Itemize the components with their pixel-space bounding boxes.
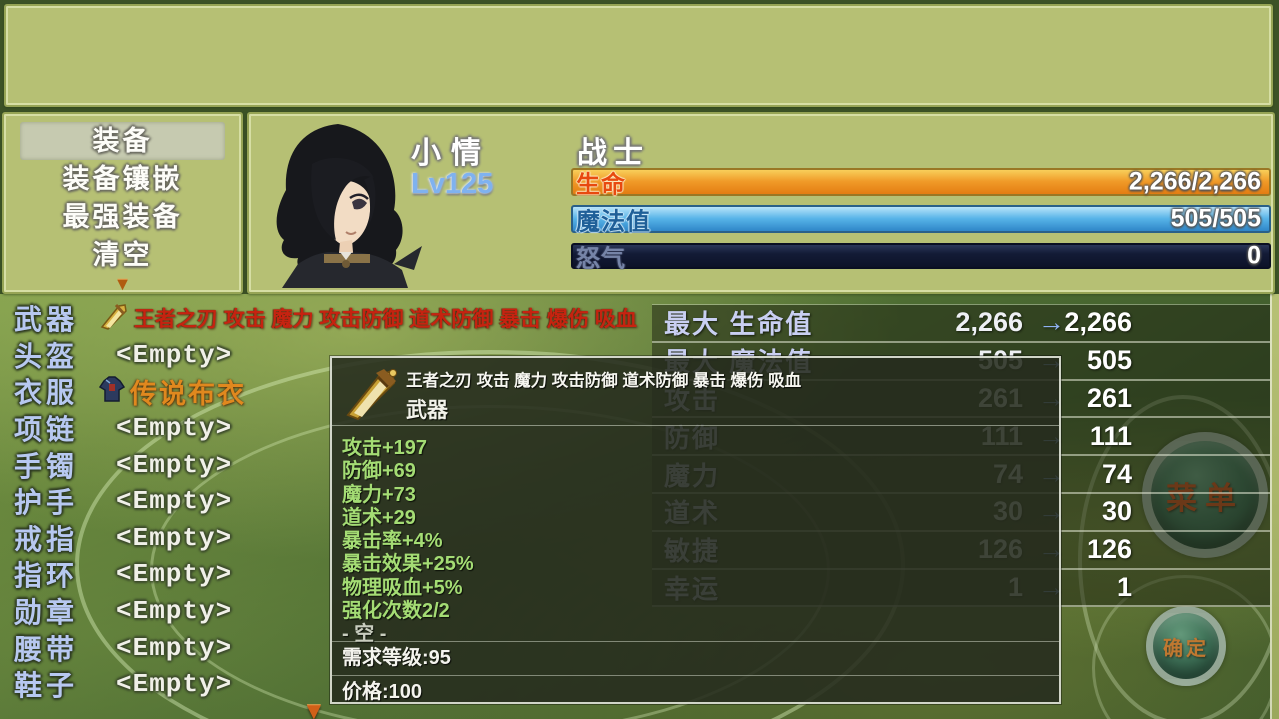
tooltip-price: 价格:100: [332, 674, 1059, 709]
slot-label: 指环: [14, 560, 79, 592]
slot-value: <Empty>: [116, 449, 233, 480]
confirm-button-label: 确定: [1163, 637, 1209, 660]
slot-label: 项链: [14, 414, 79, 446]
slot-label: 戒指: [14, 523, 79, 555]
character-panel: 小情 Lv125 战士 生命 2,266/2,266 魔法值 505/505 怒…: [247, 112, 1275, 294]
stat-after: 2,266: [1064, 307, 1132, 338]
slot-label: 衣服: [14, 377, 79, 409]
tooltip-item-title: 王者之刃 攻击 魔力 攻击防御 道术防御 暴击 爆伤 吸血: [406, 372, 802, 390]
slot-row-gauntlet[interactable]: 护手 <Empty>: [0, 483, 652, 520]
slot-row-bracelet[interactable]: 手镯 <Empty>: [0, 446, 652, 483]
slot-label: 勋章: [14, 597, 79, 629]
slot-value: 王者之刃 攻击 魔力 攻击防御 道术防御 暴击 爆伤 吸血: [134, 308, 637, 332]
slot-value: <Empty>: [116, 632, 233, 663]
slot-label: 头盔: [14, 340, 79, 372]
slot-row-necklace[interactable]: 项链 <Empty>: [0, 410, 652, 447]
stat-after: 30: [1101, 496, 1132, 527]
stat-after: 1: [1116, 571, 1132, 602]
dagger-icon-large: [342, 363, 402, 428]
dagger-icon: [98, 301, 130, 336]
tooltip-stat-line: 物理吸血+5%: [342, 576, 463, 599]
menu-scroll-down-icon[interactable]: ▼: [113, 274, 132, 294]
tooltip-requirement: 需求等级:95: [332, 640, 1059, 675]
slot-row-ring1[interactable]: 戒指 <Empty>: [0, 520, 652, 557]
slot-value: 传说布衣: [130, 378, 246, 409]
rage-bar-value: 0: [1247, 241, 1261, 270]
menu-item-inlay[interactable]: 装备镶嵌: [62, 164, 183, 194]
slot-label: 鞋子: [14, 670, 79, 702]
rage-bar: 怒气 0: [571, 241, 1271, 273]
hp-bar-value: 2,266/2,266: [1128, 167, 1261, 196]
slot-row-helmet[interactable]: 头盔 <Empty>: [0, 337, 652, 374]
tooltip-item-category: 武器: [406, 399, 448, 422]
slot-row-ring2[interactable]: 指环 <Empty>: [0, 556, 652, 593]
equipment-slot-list: 武器 王者之刃 攻击 魔力 攻击防御 道术防御 暴击 爆伤 吸血 头盔 <Emp…: [0, 300, 652, 703]
tooltip-stat-line: 防御+69: [342, 460, 416, 483]
character-portrait: [276, 124, 422, 288]
slot-row-belt[interactable]: 腰带 <Empty>: [0, 629, 652, 666]
tooltip-stat-line: 魔力+73: [342, 483, 416, 506]
hp-bar-label: 生命: [576, 171, 626, 199]
stat-after: 126: [1086, 534, 1132, 565]
item-tooltip: 王者之刃 攻击 魔力 攻击防御 道术防御 暴击 爆伤 吸血 武器 攻击+197 …: [330, 356, 1061, 704]
slot-value: <Empty>: [116, 669, 233, 700]
slot-value: <Empty>: [116, 596, 233, 627]
message-panel: [4, 4, 1273, 107]
stat-after: 261: [1086, 382, 1132, 413]
arrow-right-icon: →: [1038, 307, 1065, 338]
tooltip-stat-line: 道术+29: [342, 506, 416, 529]
stat-before: 2,266: [955, 307, 1023, 338]
character-level: Lv125: [411, 168, 494, 200]
character-class: 战士: [577, 137, 649, 170]
slot-value: <Empty>: [116, 413, 233, 444]
stat-row-maxhp: 最大 生命值 2,266 → 2,266: [652, 305, 1270, 343]
hp-bar: 生命 2,266/2,266: [571, 167, 1271, 199]
mp-bar-label: 魔法值: [576, 208, 651, 236]
menu-item-clear[interactable]: 清空: [92, 240, 153, 270]
slot-label: 手镯: [14, 450, 79, 482]
list-scroll-down-icon[interactable]: ▼: [302, 698, 326, 719]
stat-after: 505: [1086, 345, 1132, 376]
slot-row-medal[interactable]: 勋章 <Empty>: [0, 593, 652, 630]
slot-row-weapon[interactable]: 武器 王者之刃 攻击 魔力 攻击防御 道术防御 暴击 爆伤 吸血: [0, 300, 652, 337]
stat-after: 111: [1089, 420, 1132, 451]
menu-item-equipment[interactable]: 装备: [20, 122, 225, 160]
menu-item-best-gear[interactable]: 最强装备: [62, 202, 183, 232]
slot-row-clothes[interactable]: 衣服 传说布衣: [0, 373, 652, 410]
slot-value: <Empty>: [116, 339, 233, 370]
mp-bar: 魔法值 505/505: [571, 204, 1271, 236]
armor-icon: [98, 374, 126, 409]
tooltip-stat-line: 暴击效果+25%: [342, 553, 474, 576]
slot-row-shoes[interactable]: 鞋子 <Empty>: [0, 666, 652, 703]
equipment-menu-panel: 装备 装备镶嵌 最强装备 清空 ▼: [2, 112, 243, 294]
slot-value: <Empty>: [116, 559, 233, 590]
tooltip-stat-line: 强化次数2/2: [342, 600, 450, 623]
mp-bar-value: 505/505: [1170, 204, 1261, 233]
confirm-button[interactable]: 确定: [1146, 606, 1226, 686]
slot-value: <Empty>: [116, 486, 233, 517]
tooltip-stat-line: 攻击+197: [342, 437, 428, 459]
tooltip-stat-line: 暴击率+4%: [342, 530, 443, 553]
slot-value: <Empty>: [116, 522, 233, 553]
slot-label: 武器: [14, 304, 79, 336]
rage-bar-label: 怒气: [576, 245, 626, 273]
slot-label: 腰带: [14, 633, 79, 665]
stat-after: 74: [1101, 458, 1132, 489]
tooltip-header: 王者之刃 攻击 魔力 攻击防御 道术防御 暴击 爆伤 吸血 武器: [332, 358, 1059, 426]
tooltip-empty-socket-line: - 空 -: [342, 623, 387, 646]
character-name: 小情: [411, 137, 491, 170]
tooltip-stats: 攻击+197 防御+69 魔力+73 道术+29 暴击率+4% 暴击效果+25%…: [332, 426, 1059, 646]
slot-label: 护手: [14, 487, 79, 519]
stat-label: 最大 生命值: [664, 309, 814, 340]
screen-edge-strip: [1270, 294, 1279, 719]
